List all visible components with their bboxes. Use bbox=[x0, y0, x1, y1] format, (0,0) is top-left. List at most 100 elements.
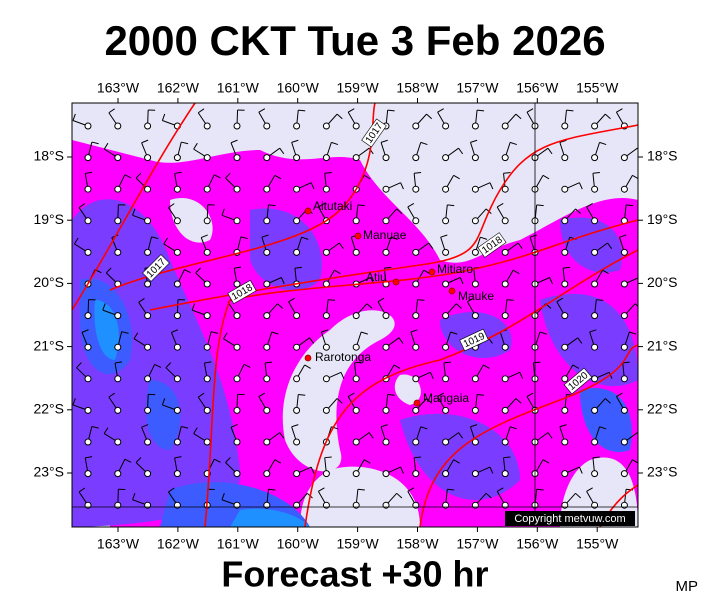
barb-flag bbox=[496, 203, 504, 208]
barb-flag bbox=[586, 203, 593, 208]
barb-flag bbox=[331, 426, 339, 430]
wind-barb bbox=[173, 456, 182, 478]
wind-barb bbox=[114, 331, 129, 351]
barb-flag bbox=[577, 337, 583, 344]
wind-barb bbox=[471, 236, 488, 256]
barb-station bbox=[173, 280, 181, 288]
wind-barb bbox=[144, 363, 162, 383]
barb-flag bbox=[258, 108, 266, 113]
barb-station bbox=[203, 406, 211, 414]
barb-flag bbox=[279, 147, 285, 155]
barb-flag bbox=[132, 208, 136, 216]
barb-flag bbox=[616, 392, 623, 397]
wind-barb bbox=[258, 108, 271, 130]
wind-barb bbox=[410, 329, 420, 351]
wind-barb bbox=[437, 392, 450, 414]
barb-station bbox=[203, 375, 211, 383]
barb-station bbox=[84, 312, 92, 320]
barb-flag bbox=[529, 234, 537, 238]
barb-station bbox=[442, 122, 450, 130]
barb-flag bbox=[517, 242, 523, 249]
wind-barb bbox=[114, 204, 126, 225]
barb-flag bbox=[629, 331, 637, 335]
barb-station bbox=[203, 280, 211, 288]
barb-station bbox=[293, 470, 301, 478]
wind-barb bbox=[471, 208, 492, 225]
lon-label: 161°W bbox=[217, 536, 260, 552]
wind-barb bbox=[620, 331, 637, 351]
wind-barb bbox=[293, 364, 311, 383]
barb-station bbox=[382, 185, 390, 193]
wind-barb bbox=[615, 392, 628, 414]
barb-flag bbox=[387, 393, 395, 396]
barb-flag bbox=[230, 424, 238, 428]
barb-station bbox=[352, 154, 360, 162]
barb-flag bbox=[519, 372, 524, 379]
barb-flag bbox=[85, 171, 93, 174]
isobar bbox=[72, 103, 196, 311]
wind-barb bbox=[233, 266, 242, 288]
barb-station bbox=[114, 122, 122, 130]
lon-label: 162°W bbox=[157, 80, 200, 96]
barb-station bbox=[233, 312, 241, 320]
barb-station bbox=[352, 217, 360, 225]
barb-station bbox=[591, 406, 599, 414]
wind-barb bbox=[620, 459, 638, 478]
barb-flag bbox=[398, 337, 404, 344]
wind-barb bbox=[293, 466, 315, 478]
wind-barb bbox=[144, 109, 156, 130]
wind-barb bbox=[501, 299, 514, 320]
wind-barb bbox=[203, 331, 218, 351]
barb-station bbox=[322, 248, 330, 256]
wind-barb bbox=[442, 331, 458, 351]
barb-flag bbox=[459, 277, 464, 285]
wind-barb bbox=[173, 141, 189, 162]
barb-station bbox=[352, 406, 360, 414]
barb-flag bbox=[141, 424, 149, 428]
wind-barb bbox=[380, 424, 390, 446]
barb-station bbox=[561, 280, 569, 288]
wind-barb bbox=[173, 171, 182, 193]
wind-barb bbox=[531, 277, 553, 288]
barb-station bbox=[233, 185, 241, 193]
wind-barb bbox=[382, 236, 398, 256]
barb-flag bbox=[575, 208, 582, 214]
barb-flag bbox=[437, 392, 444, 397]
barb-station bbox=[84, 154, 92, 162]
barb-flag bbox=[78, 487, 86, 493]
wind-barb bbox=[412, 141, 428, 162]
barb-flag bbox=[470, 424, 478, 428]
barb-station bbox=[442, 438, 450, 446]
wind-barb bbox=[591, 371, 613, 383]
wind-barb bbox=[103, 427, 122, 446]
barb-flag bbox=[604, 113, 611, 120]
barb-station bbox=[322, 343, 330, 351]
barb-station bbox=[352, 438, 360, 446]
lat-label: 21°S bbox=[33, 337, 64, 353]
barb-station bbox=[173, 154, 181, 162]
barb-flag bbox=[608, 372, 613, 379]
barb-station bbox=[442, 280, 450, 288]
barb-station bbox=[144, 217, 152, 225]
barb-flag bbox=[76, 362, 82, 369]
barb-station bbox=[620, 406, 628, 414]
barb-flag bbox=[420, 141, 428, 146]
copyright: Copyright metvuw.com bbox=[514, 513, 625, 525]
barb-flag bbox=[407, 487, 415, 492]
barb-station bbox=[561, 217, 569, 225]
barb-station bbox=[322, 406, 330, 414]
barb-flag bbox=[542, 174, 550, 180]
wind-barb bbox=[102, 303, 122, 320]
barb-station bbox=[501, 154, 509, 162]
wind-barbs bbox=[72, 108, 638, 509]
barb-flag bbox=[298, 393, 306, 396]
barb-station bbox=[263, 154, 271, 162]
barb-flag bbox=[566, 109, 574, 112]
barb-station bbox=[352, 375, 360, 383]
lat-label: 20°S bbox=[33, 274, 64, 290]
barb-station bbox=[263, 185, 271, 193]
barb-flag bbox=[387, 109, 395, 112]
barb-flag bbox=[108, 108, 115, 114]
barb-flag bbox=[547, 432, 553, 439]
barb-flag bbox=[480, 236, 488, 240]
